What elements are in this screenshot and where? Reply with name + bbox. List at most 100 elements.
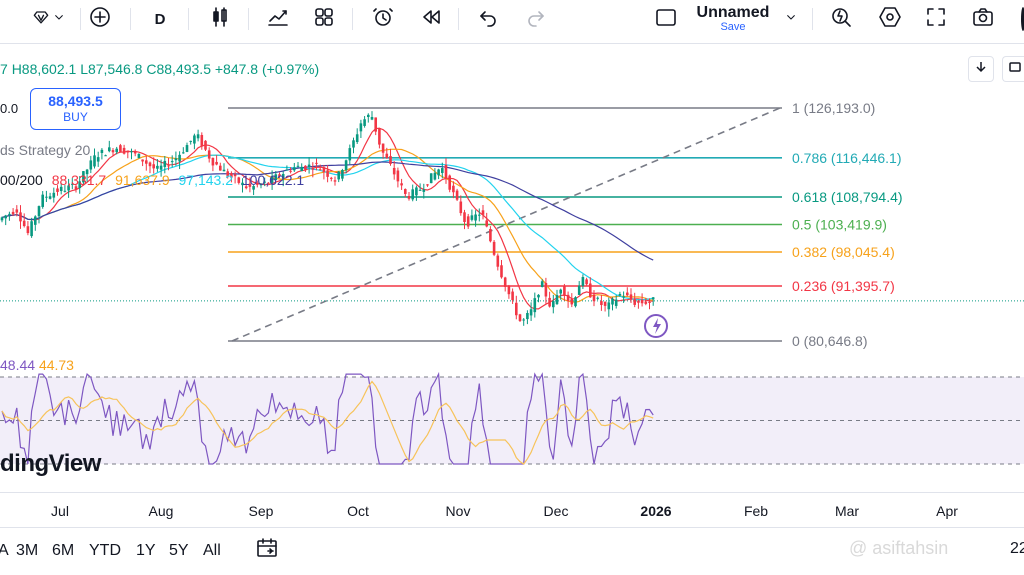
candle-body	[618, 294, 622, 296]
range-ytd[interactable]: YTD	[89, 542, 121, 559]
watermark-logo: dingView	[0, 450, 101, 477]
candle-body	[252, 186, 255, 190]
candle-body	[248, 183, 252, 187]
range-3m[interactable]: 3M	[16, 542, 39, 559]
candle-body	[281, 174, 285, 179]
candle-body	[511, 291, 514, 301]
chart-type-button[interactable]	[206, 0, 234, 38]
square-icon	[1007, 60, 1021, 79]
candle-body	[34, 216, 37, 225]
range-a[interactable]: A	[0, 542, 9, 559]
indicators-button[interactable]	[264, 0, 292, 38]
time-label-aug: Aug	[148, 503, 174, 519]
templates-icon	[312, 5, 336, 34]
interval-button[interactable]: D	[146, 0, 174, 38]
range-all[interactable]: All	[203, 542, 221, 559]
buy-label: BUY	[63, 110, 88, 124]
candle-body	[145, 160, 148, 164]
candle-body	[270, 176, 274, 183]
candle-body	[389, 156, 392, 164]
ohlc-legend: 7 H88,602.1 L87,546.8 C88,493.5 +847.8 (…	[0, 61, 319, 77]
range-6m[interactable]: 6M	[52, 542, 75, 559]
symbol-menu-button[interactable]	[20, 0, 78, 38]
redo-icon	[524, 5, 548, 34]
candle-body	[507, 285, 511, 295]
trend-line-segment	[231, 107, 781, 342]
candle-body	[344, 160, 348, 171]
toolbar-separator	[130, 8, 131, 30]
candle-body	[285, 169, 289, 171]
rsi-pane	[0, 376, 1024, 465]
fullscreen-button[interactable]	[922, 0, 950, 38]
candle-body	[392, 167, 396, 175]
settings-button[interactable]	[876, 0, 904, 38]
candle-body	[63, 190, 67, 192]
candle-body	[211, 157, 215, 166]
range-5y[interactable]: 5Y	[169, 542, 189, 559]
credit-right: 22	[1010, 540, 1024, 557]
candle-body	[126, 150, 130, 153]
candle-body	[411, 189, 414, 200]
candle-body	[426, 184, 429, 186]
price-chart[interactable]: 1 (126,193.0) 0.786 (116,446.1) 0.618 (108…	[0, 46, 1024, 492]
strategy-legend[interactable]: ds Strategy 20	[0, 142, 91, 158]
rsi-lines	[1, 371, 654, 465]
alert-button[interactable]	[369, 0, 397, 38]
candle-body	[463, 212, 466, 222]
undo-button[interactable]	[474, 0, 502, 38]
candle-body	[100, 149, 104, 154]
candle-body	[170, 161, 174, 163]
candle-body	[396, 170, 400, 182]
candle-body	[651, 297, 655, 300]
date-range-button[interactable]	[254, 537, 280, 563]
lightning-bolt	[653, 318, 661, 334]
fib-label-3: 0.5 (103,419.9)	[792, 217, 887, 233]
screenshot-button[interactable]	[969, 0, 997, 38]
maximize-button[interactable]	[1002, 56, 1024, 82]
lightning-badge[interactable]	[644, 314, 668, 338]
rsi-line	[1, 371, 654, 465]
templates-button[interactable]	[310, 0, 338, 38]
replay-button[interactable]	[417, 0, 445, 38]
candle-body	[337, 171, 340, 180]
candle-body	[374, 117, 377, 132]
time-axis[interactable]: Jul Aug Sep Oct Nov Dec 2026 Feb Mar Apr	[0, 492, 1024, 526]
candle-body	[526, 312, 529, 320]
quick-search-button[interactable]	[827, 0, 855, 38]
layout-button[interactable]	[652, 0, 680, 38]
publish-button[interactable]	[1012, 0, 1024, 38]
candle-body	[204, 140, 207, 150]
candle-body	[56, 188, 59, 192]
candle-body	[263, 181, 266, 183]
candle-body	[400, 183, 403, 186]
compare-symbol-button[interactable]	[86, 0, 114, 38]
replay-icon	[419, 5, 443, 34]
candle-body	[492, 241, 496, 255]
layout-name-button[interactable]: Unnamed Save	[690, 4, 776, 33]
candle-body	[22, 220, 26, 227]
redo-button[interactable]	[522, 0, 550, 38]
buy-button[interactable]: 88,493.5 BUY	[30, 88, 121, 130]
fib-retracement[interactable]	[228, 107, 782, 342]
range-1y[interactable]: 1Y	[136, 542, 156, 559]
candle-body	[233, 174, 237, 177]
candle-body	[267, 182, 270, 184]
layout-save-label: Save	[720, 21, 746, 33]
candle-body	[59, 186, 63, 192]
rsi-value: 48.44	[0, 357, 36, 373]
candle-body	[11, 211, 15, 215]
candle-body	[226, 171, 229, 177]
candle-body	[600, 301, 603, 306]
trend-line[interactable]	[0, 107, 1024, 342]
candle-body	[82, 171, 85, 183]
layout-menu-button[interactable]	[781, 0, 801, 38]
candle-body	[418, 189, 422, 191]
candle-body	[330, 177, 333, 179]
candle-body	[355, 134, 359, 143]
top-toolbar: D Unnamed Save	[0, 0, 1024, 44]
candle-body	[585, 279, 588, 285]
scroll-down-button[interactable]	[968, 56, 994, 82]
candle-body	[378, 128, 381, 145]
candle-body	[603, 301, 607, 306]
credit-watermark: @ asiftahsin	[849, 538, 949, 558]
